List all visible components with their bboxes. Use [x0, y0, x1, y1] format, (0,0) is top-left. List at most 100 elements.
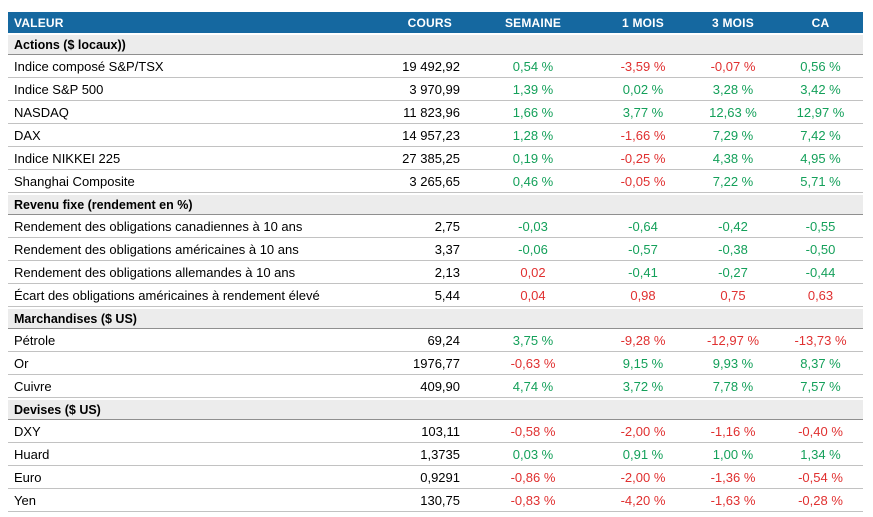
change-value: 0,56 % — [778, 55, 863, 78]
change-value: -0,38 — [688, 238, 778, 261]
table-row: Yen 130,75 -0,83 % -4,20 % -1,63 % -0,28 % — [8, 489, 863, 512]
table-body: Actions ($ locaux)) Indice composé S&P/TS… — [8, 33, 863, 512]
change-value: 4,74 % — [468, 375, 598, 398]
table-row: Or 1976,77 -0,63 % 9,15 % 9,93 % 8,37 % — [8, 352, 863, 375]
row-label: Indice NIKKEI 225 — [8, 147, 363, 170]
header-row: VALEUR COURS SEMAINE 1 MOIS 3 MOIS CA — [8, 12, 863, 33]
table-row: Indice S&P 500 3 970,99 1,39 % 0,02 % 3,28 %… — [8, 78, 863, 101]
change-value: -1,16 % — [688, 420, 778, 443]
change-value: -12,97 % — [688, 329, 778, 352]
row-label: Rendement des obligations américaines à … — [8, 238, 363, 261]
change-value: 0,91 % — [598, 443, 688, 466]
column-header-1mois: 1 MOIS — [598, 12, 688, 33]
change-value: -0,44 — [778, 261, 863, 284]
change-value: 0,98 — [598, 284, 688, 307]
change-value: -4,20 % — [598, 489, 688, 512]
change-value: 1,00 % — [688, 443, 778, 466]
change-value: -1,66 % — [598, 124, 688, 147]
change-value: -0,03 — [468, 215, 598, 238]
change-value: 3,72 % — [598, 375, 688, 398]
change-value: -0,40 % — [778, 420, 863, 443]
change-value: -0,55 — [778, 215, 863, 238]
change-value: -0,50 — [778, 238, 863, 261]
cours-value: 103,11 — [363, 420, 468, 443]
cours-value: 5,44 — [363, 284, 468, 307]
change-value: 5,71 % — [778, 170, 863, 193]
table-row: DAX 14 957,23 1,28 % -1,66 % 7,29 % 7,42 % — [8, 124, 863, 147]
row-label: NASDAQ — [8, 101, 363, 124]
row-label: Or — [8, 352, 363, 375]
column-header-cours: COURS — [363, 12, 468, 33]
change-value: 0,75 — [688, 284, 778, 307]
table-row: Rendement des obligations américaines à … — [8, 238, 863, 261]
row-label: Shanghai Composite — [8, 170, 363, 193]
change-value: 12,97 % — [778, 101, 863, 124]
change-value: 0,02 — [468, 261, 598, 284]
cours-value: 2,13 — [363, 261, 468, 284]
change-value: -0,83 % — [468, 489, 598, 512]
change-value: -0,63 % — [468, 352, 598, 375]
change-value: -3,59 % — [598, 55, 688, 78]
change-value: -1,63 % — [688, 489, 778, 512]
change-value: 3,77 % — [598, 101, 688, 124]
table-header: VALEUR COURS SEMAINE 1 MOIS 3 MOIS CA — [8, 12, 863, 33]
cours-value: 2,75 — [363, 215, 468, 238]
cours-value: 1976,77 — [363, 352, 468, 375]
cours-value: 11 823,96 — [363, 101, 468, 124]
change-value: 7,42 % — [778, 124, 863, 147]
change-value: -1,36 % — [688, 466, 778, 489]
change-value: 1,34 % — [778, 443, 863, 466]
change-value: 0,02 % — [598, 78, 688, 101]
table-row: Shanghai Composite 3 265,65 0,46 % -0,05 % 7… — [8, 170, 863, 193]
change-value: 0,19 % — [468, 147, 598, 170]
table-row: Pétrole 69,24 3,75 % -9,28 % -12,97 % -13,73 … — [8, 329, 863, 352]
change-value: 12,63 % — [688, 101, 778, 124]
change-value: 4,95 % — [778, 147, 863, 170]
change-value: -2,00 % — [598, 420, 688, 443]
cours-value: 3 265,65 — [363, 170, 468, 193]
row-label: DAX — [8, 124, 363, 147]
section-title: Actions ($ locaux)) — [8, 33, 863, 55]
change-value: -0,57 — [598, 238, 688, 261]
column-header-ca: CA — [778, 12, 863, 33]
cours-value: 0,9291 — [363, 466, 468, 489]
column-header-3mois: 3 MOIS — [688, 12, 778, 33]
change-value: 3,42 % — [778, 78, 863, 101]
change-value: 0,04 — [468, 284, 598, 307]
section-title: Devises ($ US) — [8, 398, 863, 420]
change-value: 0,46 % — [468, 170, 598, 193]
table-row: Indice NIKKEI 225 27 385,25 0,19 % -0,25 % 4… — [8, 147, 863, 170]
cours-value: 1,3735 — [363, 443, 468, 466]
section-row: Actions ($ locaux)) — [8, 33, 863, 55]
change-value: 9,93 % — [688, 352, 778, 375]
table-row: Indice composé S&P/TSX 19 492,92 0,54 % -3,… — [8, 55, 863, 78]
change-value: 0,03 % — [468, 443, 598, 466]
section-row: Devises ($ US) — [8, 398, 863, 420]
cours-value: 69,24 — [363, 329, 468, 352]
row-label: Rendement des obligations allemandes à 1… — [8, 261, 363, 284]
table-row: Huard 1,3735 0,03 % 0,91 % 1,00 % 1,34 % — [8, 443, 863, 466]
column-header-valeur: VALEUR — [8, 12, 363, 33]
change-value: -0,58 % — [468, 420, 598, 443]
change-value: -2,00 % — [598, 466, 688, 489]
change-value: -0,06 — [468, 238, 598, 261]
change-value: 3,75 % — [468, 329, 598, 352]
change-value: -13,73 % — [778, 329, 863, 352]
change-value: -0,41 — [598, 261, 688, 284]
change-value: 7,78 % — [688, 375, 778, 398]
change-value: -0,28 % — [778, 489, 863, 512]
table-row: NASDAQ 11 823,96 1,66 % 3,77 % 12,63 % 12,97 … — [8, 101, 863, 124]
table-row: Cuivre 409,90 4,74 % 3,72 % 7,78 % 7,57 % — [8, 375, 863, 398]
change-value: 1,28 % — [468, 124, 598, 147]
change-value: -0,86 % — [468, 466, 598, 489]
table-row: Euro 0,9291 -0,86 % -2,00 % -1,36 % -0,54 % — [8, 466, 863, 489]
change-value: -0,54 % — [778, 466, 863, 489]
table-row: Rendement des obligations canadiennes à … — [8, 215, 863, 238]
row-label: Rendement des obligations canadiennes à … — [8, 215, 363, 238]
cours-value: 130,75 — [363, 489, 468, 512]
change-value: -0,42 — [688, 215, 778, 238]
change-value: -0,05 % — [598, 170, 688, 193]
cours-value: 19 492,92 — [363, 55, 468, 78]
table-row: Rendement des obligations allemandes à 1… — [8, 261, 863, 284]
change-value: 7,29 % — [688, 124, 778, 147]
